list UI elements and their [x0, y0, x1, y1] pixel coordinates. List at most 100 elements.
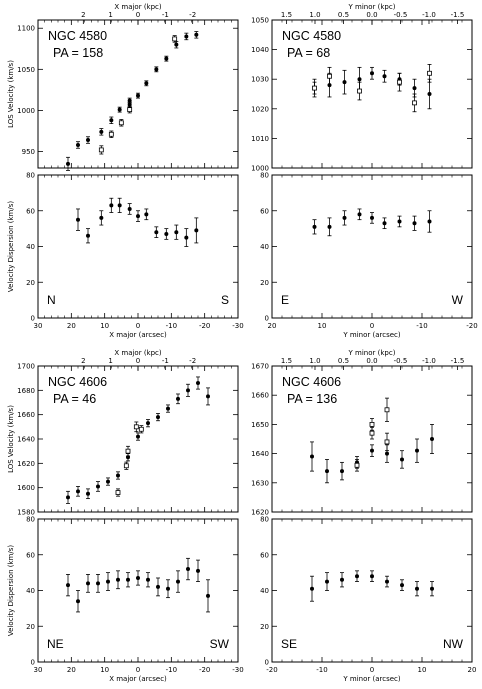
dispersion-ytick-label: 0 [31, 659, 35, 667]
velocity-ytick-label: 1600 [17, 484, 35, 492]
dispersion-point [400, 583, 404, 588]
top-xtick-label: -2 [189, 357, 196, 365]
velocity-point-open [354, 462, 360, 468]
velocity-y-axis-label: LOS Velocity (km/s) [7, 60, 15, 128]
top-xtick-label: -1.0 [422, 357, 436, 365]
dispersion-point [412, 221, 417, 226]
dispersion-point [357, 212, 362, 217]
top-xtick-label: -1.5 [451, 357, 465, 365]
velocity-point [357, 77, 362, 82]
velocity-point-open [127, 107, 133, 113]
top-xtick-label: -0.5 [394, 357, 408, 365]
compass-right-label: SW [210, 637, 230, 651]
velocity-point-open [108, 131, 114, 137]
dispersion-point [310, 586, 314, 591]
velocity-ytick-label: 1050 [251, 17, 269, 25]
velocity-point-open [123, 463, 129, 469]
dispersion-axes-frame [271, 174, 473, 319]
dispersion-ytick-label: 40 [260, 243, 269, 251]
velocity-point-open [384, 407, 390, 413]
dispersion-ytick-label: 80 [26, 172, 35, 180]
velocity-point [66, 161, 70, 166]
top-xtick-label: 1.0 [309, 11, 320, 19]
xtick-label: -10 [166, 322, 177, 330]
dispersion-point [415, 586, 419, 591]
velocity-point [76, 142, 80, 147]
velocity-point [109, 118, 114, 123]
top-xtick-label: -1 [162, 11, 169, 19]
top-xtick-label: -1.5 [451, 11, 465, 19]
velocity-ytick-label: 1680 [17, 387, 35, 395]
xtick-label: 10 [418, 666, 427, 674]
dispersion-point [136, 214, 140, 219]
velocity-point [427, 92, 432, 96]
velocity-point-open [98, 147, 104, 153]
dispersion-point [86, 581, 90, 586]
xtick-label: -10 [316, 666, 327, 674]
velocity-point [370, 448, 374, 453]
dispersion-ytick-label: 20 [260, 279, 269, 287]
dispersion-axes-frame [271, 518, 473, 663]
velocity-point [174, 42, 179, 47]
velocity-ytick-label: 1020 [251, 105, 269, 113]
velocity-point [385, 451, 389, 456]
dispersion-point [127, 206, 132, 211]
velocity-point [76, 489, 80, 494]
velocity-y-axis-label: LOS Velocity (km/s) [7, 405, 15, 473]
velocity-point [184, 34, 189, 39]
dispersion-point [144, 212, 149, 217]
dispersion-point [96, 581, 100, 586]
dispersion-point [146, 577, 150, 582]
velocity-ytick-label: 1630 [251, 479, 269, 487]
dispersion-point [76, 599, 80, 604]
dispersion-point [66, 583, 70, 588]
compass-left-label: N [47, 293, 56, 307]
dispersion-ytick-label: 20 [26, 623, 35, 631]
velocity-point [412, 86, 417, 91]
xtick-label: 20 [468, 666, 477, 674]
position-angle-label: PA = 136 [287, 392, 337, 406]
dispersion-point [184, 235, 189, 240]
velocity-point [106, 479, 110, 484]
xtick-label: 10 [100, 322, 109, 330]
position-angle-label: PA = 158 [53, 46, 103, 60]
galaxy-name: NGC 4580 [48, 29, 107, 43]
velocity-ytick-label: 1640 [251, 450, 269, 458]
top-xtick-label: 0 [136, 11, 140, 19]
xtick-label: 10 [100, 666, 109, 674]
velocity-ytick-label: 1700 [17, 363, 35, 371]
velocity-point-open [172, 36, 178, 42]
xtick-label: 20 [67, 666, 76, 674]
dispersion-point [397, 219, 402, 224]
dispersion-point [116, 577, 120, 582]
dispersion-ytick-label: 60 [26, 551, 35, 559]
top-xtick-label: -1.0 [422, 11, 436, 19]
dispersion-point [99, 215, 104, 220]
top-x-axis-label: Y minor (kpc) [348, 349, 396, 357]
velocity-ytick-label: 1000 [17, 107, 35, 115]
velocity-point-open [384, 439, 390, 445]
dispersion-ytick-label: 60 [260, 207, 269, 215]
galaxy-name: NGC 4606 [282, 375, 341, 389]
dispersion-point [117, 203, 122, 208]
compass-left-label: SE [281, 637, 297, 651]
velocity-point [127, 98, 132, 103]
velocity-point [176, 396, 180, 401]
velocity-point [206, 394, 210, 399]
velocity-ytick-label: 1000 [251, 165, 269, 173]
velocity-ytick-label: 1010 [251, 135, 269, 143]
velocity-point [86, 491, 90, 496]
dispersion-point [174, 230, 179, 235]
dispersion-point [196, 568, 200, 573]
top-x-axis-label: X major (kpc) [114, 3, 162, 11]
dispersion-point [327, 224, 332, 229]
velocity-point [116, 473, 120, 478]
velocity-point [164, 56, 169, 61]
velocity-point [370, 71, 374, 76]
velocity-point [166, 406, 170, 411]
dispersion-point [154, 230, 159, 235]
velocity-point [144, 81, 149, 86]
dispersion-point [156, 584, 160, 589]
